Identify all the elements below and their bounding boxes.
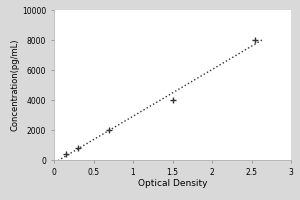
Y-axis label: Concentration(pg/mL): Concentration(pg/mL) xyxy=(10,39,19,131)
X-axis label: Optical Density: Optical Density xyxy=(138,179,207,188)
